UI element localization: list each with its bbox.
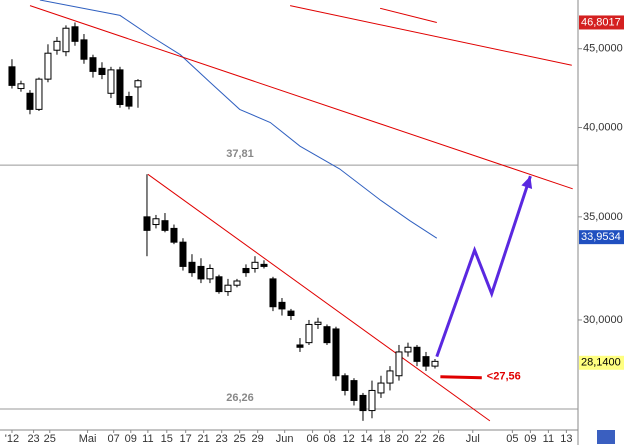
x-tick-label: 18 [378, 433, 390, 445]
x-tick-label: 09 [125, 433, 137, 445]
candle-body [152, 218, 160, 226]
candle-body [26, 92, 34, 110]
x-tick-label: 23 [216, 433, 228, 445]
candle-body [8, 66, 16, 86]
level-label: 26,26 [226, 392, 254, 404]
target-line [440, 375, 482, 380]
candle-body [269, 278, 277, 308]
x-tick-label: 11 [142, 433, 153, 445]
candle-body [359, 394, 367, 412]
candle-body [170, 227, 178, 243]
x-tick-label: Jul [466, 433, 480, 445]
candle-body [188, 261, 196, 274]
candle-body [35, 78, 43, 110]
candle-body [107, 69, 115, 94]
x-tick-label: 14 [360, 433, 372, 445]
candle-body [251, 261, 259, 269]
candle-body [125, 95, 133, 107]
moving-average [39, 0, 438, 239]
candle-body [143, 216, 151, 231]
x-tick-label: 11 [543, 433, 554, 445]
y-tick-label: 45,0000 [583, 43, 623, 55]
x-tick-label: 25 [234, 433, 246, 445]
candle-body [296, 344, 304, 348]
x-tick-label: 05 [506, 433, 518, 445]
candle-body [404, 346, 412, 353]
candle-body [260, 263, 268, 267]
candle-body [161, 220, 169, 231]
candle-body [116, 69, 124, 106]
candle-body [17, 83, 25, 90]
candle-body [62, 27, 70, 53]
candle-body [80, 39, 88, 60]
target-label: <27,56 [487, 371, 521, 383]
icon [597, 430, 615, 444]
candle-body [215, 276, 223, 293]
x-tick-label: 06 [306, 433, 318, 445]
candle-body [278, 301, 286, 310]
price-tag-label: 46,8017 [581, 16, 621, 28]
candle-body [89, 57, 97, 72]
x-tick-label: 12 [342, 433, 354, 445]
price-tag [579, 355, 624, 370]
candle-body [386, 370, 394, 384]
trend-line [29, 5, 573, 190]
candle-body [422, 356, 430, 367]
candle-body [53, 40, 61, 51]
price-tag-label: 33,9534 [581, 231, 621, 243]
candle-body [431, 360, 439, 367]
candle-body [395, 351, 403, 377]
candle-body [413, 346, 421, 362]
trend-line [147, 173, 491, 422]
candle-body [242, 267, 250, 274]
candle-body [368, 389, 376, 412]
x-tick-label: Jun [276, 433, 294, 445]
candle-body [134, 80, 142, 88]
candle-body [197, 265, 205, 280]
candle-body [206, 267, 214, 280]
y-tick-label: 40,0000 [583, 121, 623, 133]
x-tick-label: 21 [198, 433, 210, 445]
candle-body [233, 280, 241, 286]
level-label: 37,81 [226, 148, 254, 160]
candle-body [98, 67, 106, 75]
candle-body [332, 328, 340, 377]
candle-body [350, 380, 358, 401]
x-tick-label: 22 [414, 433, 426, 445]
x-tick-label: 20 [396, 433, 408, 445]
candle-body [377, 382, 385, 394]
price-tag [579, 230, 624, 245]
forecast-arrow [435, 175, 532, 358]
x-tick-label: 08 [324, 433, 336, 445]
candle-body [44, 52, 52, 80]
arrow-head [521, 176, 533, 189]
x-tick-label: 26 [432, 433, 444, 445]
price-tag-label: 28,1400 [581, 357, 621, 369]
x-tick-label: 09 [524, 433, 536, 445]
x-tick-label: 07 [108, 433, 120, 445]
candle-body [287, 310, 295, 317]
candle-body [71, 26, 79, 42]
y-tick-label: 35,0000 [583, 211, 623, 223]
trend-line [379, 7, 437, 23]
x-tick-label: 17 [180, 433, 192, 445]
x-tick-label: 25 [44, 433, 56, 445]
candle-body [314, 321, 322, 325]
x-tick-label: 13 [560, 433, 572, 445]
y-tick-label: 30,0000 [583, 314, 623, 326]
candle-body [341, 375, 349, 391]
x-tick-label: Mai [79, 433, 97, 445]
x-tick-label: 29 [252, 433, 264, 445]
candle-body [323, 326, 331, 344]
candle-body [224, 284, 232, 293]
price-tag [579, 15, 624, 30]
x-tick-label: '12 [5, 433, 19, 445]
candle-body [305, 323, 313, 344]
x-tick-label: 23 [27, 433, 39, 445]
trend-line [289, 5, 572, 66]
x-tick-label: 15 [161, 433, 173, 445]
candle-body [179, 241, 187, 267]
